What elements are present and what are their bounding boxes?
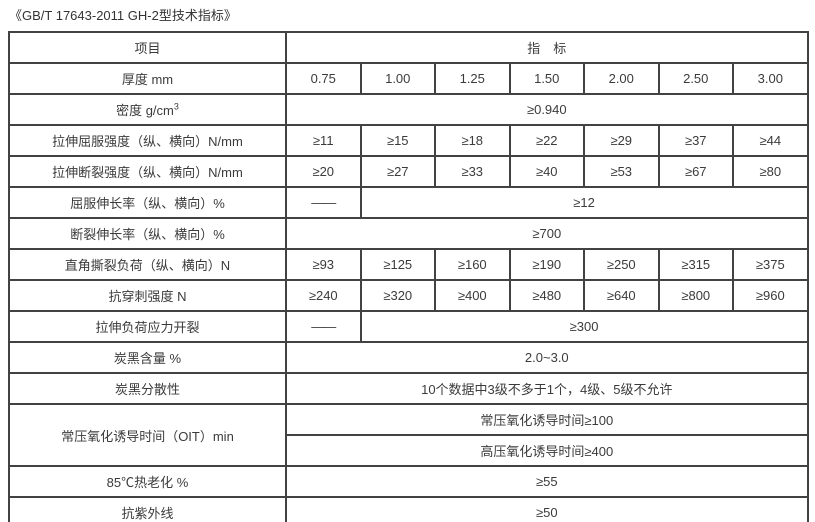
header-indicator-cell: 指 标 (285, 31, 809, 64)
value-cell: ≥27 (359, 155, 436, 188)
value-cell: ≥40 (508, 155, 585, 188)
value-cell: 2.00 (583, 62, 660, 95)
row-oit-high-pressure: 高压氧化诱导时间≥400 (9, 434, 809, 467)
row-oit: 常压氧化诱导时间（OIT）min 常压氧化诱导时间≥100 (8, 403, 809, 467)
row-tear-load: 直角撕裂负荷（纵、横向）N ≥93 ≥125 ≥160 ≥190 ≥250 ≥3… (8, 248, 809, 281)
oit-high-pressure-cell: 高压氧化诱导时间≥400 (285, 434, 809, 467)
value-cell: ≥400 (434, 279, 511, 312)
span-value-cell: ≥700 (285, 217, 809, 250)
page-title: 《GB/T 17643-2011 GH-2型技术指标》 (9, 8, 237, 23)
row-label-cell: 拉伸断裂强度（纵、横向）N/mm (8, 155, 287, 188)
row-label-cell: 炭黑含量 % (8, 341, 287, 374)
value-cell: ≥29 (583, 124, 660, 157)
row-thickness: 厚度 mm 0.75 1.00 1.25 1.50 2.00 2.50 3.00 (8, 62, 809, 95)
value-cell: 1.00 (359, 62, 436, 95)
dash-cell: —— (285, 186, 362, 219)
value-cell: 1.50 (508, 62, 585, 95)
value-cell: ≥67 (657, 155, 734, 188)
value-cell: ≥160 (434, 248, 511, 281)
value-cell: ≥22 (508, 124, 585, 157)
value-cell: ≥37 (657, 124, 734, 157)
value-cell: ≥33 (434, 155, 511, 188)
row-heat-aging: 85℃热老化 % ≥55 (8, 465, 809, 498)
density-label-text: 密度 g/cm (116, 103, 174, 118)
value-cell: ≥960 (732, 279, 809, 312)
value-cell: ≥20 (285, 155, 362, 188)
span-value-cell: 2.0~3.0 (285, 341, 809, 374)
header-row: 项目 指 标 (8, 31, 809, 64)
row-density: 密度 g/cm3 ≥0.940 (8, 93, 809, 126)
row-yield-elongation: 屈服伸长率（纵、横向）% —— ≥12 (8, 186, 809, 219)
row-label-cell: 炭黑分散性 (8, 372, 287, 405)
row-carbon-black-content: 炭黑含量 % 2.0~3.0 (8, 341, 809, 374)
span-value-cell: ≥0.940 (285, 93, 809, 126)
oit-normal-pressure-cell: 常压氧化诱导时间≥100 (285, 403, 809, 436)
value-cell: ≥480 (508, 279, 585, 312)
value-cell: ≥44 (732, 124, 809, 157)
value-cell: ≥80 (732, 155, 809, 188)
spec-table: 项目 指 标 厚度 mm 0.75 1.00 1.25 1.50 2.00 2.… (8, 31, 809, 522)
row-puncture-resistance: 抗穿刺强度 N ≥240 ≥320 ≥400 ≥480 ≥640 ≥800 ≥9… (8, 279, 809, 312)
row-label-cell: 85℃热老化 % (8, 465, 287, 498)
row-label-cell: 抗穿刺强度 N (8, 279, 287, 312)
value-cell: ≥375 (732, 248, 809, 281)
value-cell: ≥93 (285, 248, 362, 281)
value-cell: ≥315 (657, 248, 734, 281)
value-cell: ≥11 (285, 124, 362, 157)
span-value-cell: ≥12 (359, 186, 809, 219)
row-label-cell: 屈服伸长率（纵、横向）% (8, 186, 287, 219)
value-cell: ≥18 (434, 124, 511, 157)
span-value-cell: ≥55 (285, 465, 809, 498)
row-label-cell: 拉伸屈服强度（纵、横向）N/mm (8, 124, 287, 157)
dash-cell: —— (285, 310, 362, 343)
density-unit-superscript: 3 (173, 101, 179, 112)
value-cell: ≥250 (583, 248, 660, 281)
row-tensile-break-strength: 拉伸断裂强度（纵、横向）N/mm ≥20 ≥27 ≥33 ≥40 ≥53 ≥67… (8, 155, 809, 188)
row-label-cell: 直角撕裂负荷（纵、横向）N (8, 248, 287, 281)
value-cell: 2.50 (657, 62, 734, 95)
row-label-cell: 厚度 mm (8, 62, 287, 95)
row-label-cell: 密度 g/cm3 (8, 93, 287, 126)
value-cell: ≥15 (359, 124, 436, 157)
span-value-cell: ≥300 (359, 310, 809, 343)
row-label-cell: 断裂伸长率（纵、横向）% (8, 217, 287, 250)
row-tensile-yield-strength: 拉伸屈服强度（纵、横向）N/mm ≥11 ≥15 ≥18 ≥22 ≥29 ≥37… (8, 124, 809, 157)
value-cell: ≥320 (359, 279, 436, 312)
header-item-cell: 项目 (8, 31, 287, 64)
value-cell: ≥53 (583, 155, 660, 188)
span-value-cell: 10个数据中3级不多于1个，4级、5级不允许 (285, 372, 809, 405)
value-cell: 1.25 (434, 62, 511, 95)
row-label-cell: 拉伸负荷应力开裂 (8, 310, 287, 343)
span-value-cell: ≥50 (285, 496, 809, 522)
value-cell: ≥125 (359, 248, 436, 281)
row-uv-resistance: 抗紫外线 ≥50 (8, 496, 809, 522)
value-cell: ≥190 (508, 248, 585, 281)
value-cell: ≥800 (657, 279, 734, 312)
value-cell: ≥240 (285, 279, 362, 312)
row-label-cell: 抗紫外线 (8, 496, 287, 522)
row-carbon-black-dispersion: 炭黑分散性 10个数据中3级不多于1个，4级、5级不允许 (8, 372, 809, 405)
value-cell: 0.75 (285, 62, 362, 95)
value-cell: ≥640 (583, 279, 660, 312)
row-label-cell: 常压氧化诱导时间（OIT）min (8, 403, 287, 467)
row-break-elongation: 断裂伸长率（纵、横向）% ≥700 (8, 217, 809, 250)
row-stress-crack: 拉伸负荷应力开裂 —— ≥300 (8, 310, 809, 343)
value-cell: 3.00 (732, 62, 809, 95)
